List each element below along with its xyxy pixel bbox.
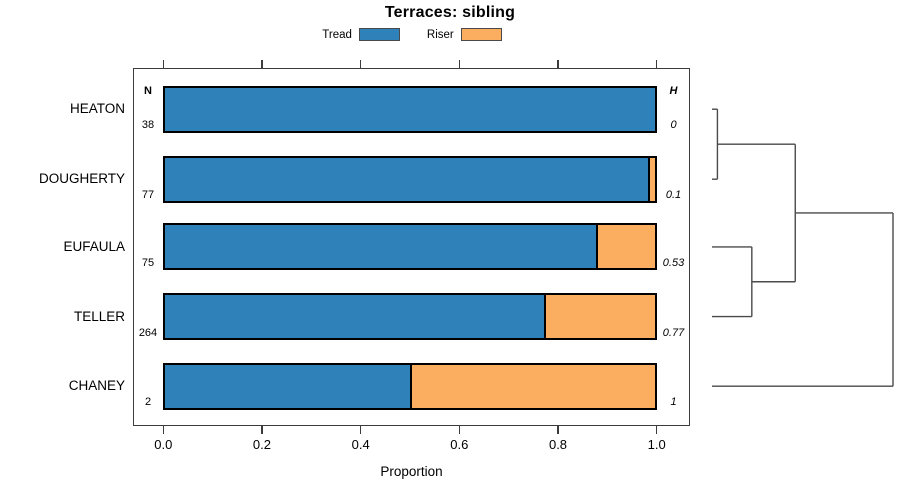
legend-label-riser: Riser bbox=[426, 28, 454, 41]
x-tick-label: 0.0 bbox=[154, 437, 173, 452]
x-tick-label: 0.8 bbox=[548, 437, 568, 452]
x-tick-top bbox=[261, 59, 263, 68]
stacked-bar bbox=[163, 223, 657, 271]
x-tick-top bbox=[162, 59, 165, 68]
h-value: 1 bbox=[670, 396, 677, 409]
x-axis-title: Proportion bbox=[380, 464, 443, 479]
x-tick-bottom bbox=[359, 425, 362, 434]
legend-swatch-riser-icon bbox=[460, 28, 502, 41]
category-label: DOUGHERTY bbox=[38, 171, 125, 187]
bar-segment-tread bbox=[165, 87, 655, 131]
x-tick-top bbox=[557, 59, 559, 68]
stacked-bar bbox=[163, 293, 657, 341]
x-tick-label: 0.6 bbox=[450, 437, 469, 452]
x-tick-bottom bbox=[261, 425, 263, 434]
stacked-bar bbox=[163, 155, 657, 203]
plot-area-border bbox=[132, 67, 690, 426]
h-column-header: H bbox=[669, 85, 678, 97]
chart-title: Terraces: sibling bbox=[384, 4, 516, 21]
n-value: 77 bbox=[141, 189, 155, 202]
category-label: HEATON bbox=[69, 101, 125, 117]
bar-segment-riser bbox=[595, 225, 655, 269]
x-tick-bottom bbox=[162, 425, 165, 434]
bar-segment-tread bbox=[165, 157, 649, 201]
x-tick-label: 1.0 bbox=[647, 437, 666, 452]
legend-swatch-tread-icon bbox=[358, 28, 400, 41]
x-tick-bottom bbox=[458, 425, 461, 434]
x-tick-label: 0.2 bbox=[252, 437, 271, 452]
legend: Tread Riser bbox=[0, 27, 824, 42]
bar-segment-tread bbox=[165, 225, 596, 269]
x-tick-label: 0.4 bbox=[351, 437, 370, 452]
bar-segment-tread bbox=[165, 295, 544, 339]
x-tick-bottom bbox=[655, 425, 658, 434]
bar-segment-riser bbox=[543, 295, 655, 339]
x-tick-top bbox=[655, 59, 658, 68]
legend-label-tread: Tread bbox=[322, 28, 352, 41]
n-column-header: N bbox=[144, 85, 152, 97]
category-label: CHANEY bbox=[68, 378, 125, 394]
stacked-bar bbox=[163, 85, 657, 133]
x-tick-top bbox=[359, 59, 362, 68]
category-label: TELLER bbox=[73, 308, 125, 324]
n-value: 2 bbox=[144, 396, 152, 409]
n-value: 75 bbox=[141, 256, 155, 269]
h-value: 0.53 bbox=[662, 256, 685, 269]
h-value: 0.77 bbox=[662, 326, 685, 339]
bar-segment-riser bbox=[648, 157, 655, 201]
bar-segment-riser bbox=[409, 364, 655, 408]
n-value: 264 bbox=[138, 326, 158, 339]
x-tick-bottom bbox=[557, 425, 559, 434]
n-value: 38 bbox=[141, 119, 155, 132]
h-value: 0 bbox=[670, 119, 677, 132]
bar-segment-tread bbox=[165, 364, 410, 408]
category-label: EUFAULA bbox=[63, 238, 125, 254]
h-value: 0.1 bbox=[665, 189, 682, 202]
x-tick-top bbox=[458, 59, 461, 68]
stacked-bar bbox=[163, 362, 657, 410]
